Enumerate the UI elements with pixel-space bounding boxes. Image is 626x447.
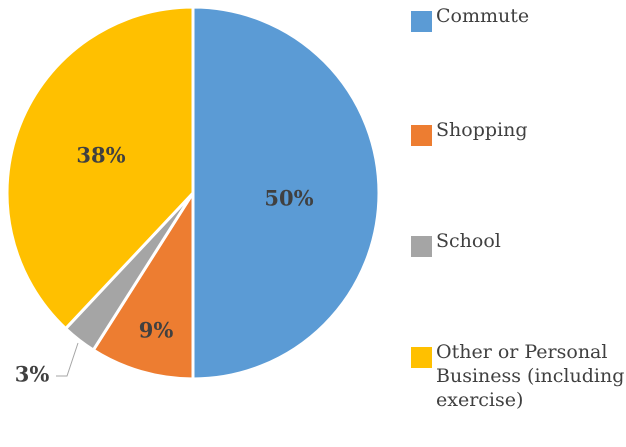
legend-swatch-other (411, 347, 432, 368)
legend-item-commute: Commute (411, 4, 626, 32)
legend-swatch-school (411, 236, 432, 257)
pie-chart: 50% 9% 3% 38% (5, 5, 381, 387)
pie-slice-commute (191, 5, 381, 381)
chart-legend: Commute Shopping School Other or Persona… (411, 0, 626, 447)
legend-item-shopping: Shopping (411, 118, 626, 146)
pie-slice-other (5, 5, 195, 331)
legend-label-shopping: Shopping (436, 119, 528, 141)
leader-line-school (56, 342, 79, 377)
data-label-school: 3% (15, 362, 50, 387)
data-label-shopping: 9% (139, 318, 174, 343)
data-label-other: 38% (76, 143, 125, 168)
legend-item-other: Other or Personal Business (including ex… (411, 340, 626, 412)
legend-swatch-shopping (411, 125, 432, 146)
legend-label-school: School (436, 230, 501, 252)
data-label-commute: 50% (264, 186, 313, 211)
legend-item-school: School (411, 229, 626, 257)
legend-label-commute: Commute (436, 5, 530, 27)
legend-swatch-commute (411, 11, 432, 32)
pie-slice-shopping (91, 191, 195, 381)
legend-label-other: Other or Personal Business (including ex… (436, 341, 625, 411)
